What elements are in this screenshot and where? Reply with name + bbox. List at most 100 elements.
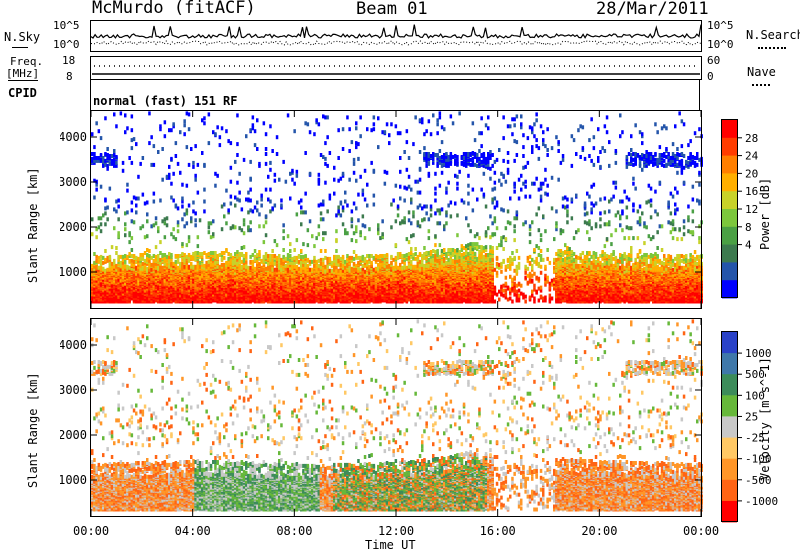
power-cell [135,142,138,147]
power-cell [176,206,180,211]
power-cell [93,260,96,265]
power-cell [229,278,233,283]
power-cell [220,126,224,131]
power-cell [245,134,248,139]
power-cell [119,111,123,116]
power-cell [150,255,153,260]
power-cell [115,199,118,204]
power-cell [152,223,156,228]
power-cell [121,260,125,265]
power-cell [137,196,140,201]
power-cell [286,113,290,118]
power-cell [135,255,138,260]
power-cell [260,265,263,270]
power-cell [198,282,202,287]
power-cell [300,205,303,210]
power-cell [355,225,358,230]
power-cell [93,158,96,163]
power-cell [295,238,299,243]
power-cell [97,216,101,221]
power-cell [297,200,301,205]
power-cell [212,130,215,135]
power-cell [146,256,149,261]
power-cell [218,284,222,289]
power-cell [172,261,175,266]
power-cell [209,251,213,255]
power-cell [352,267,356,272]
power-cell [126,188,129,193]
power-cell [311,234,314,239]
power-cell [297,266,301,271]
power-cell [249,208,252,213]
power-cell [249,159,252,164]
power-cell [341,171,345,176]
power-cell [315,118,318,123]
power-cell [350,224,354,229]
power-cell [319,153,323,157]
power-cell [152,284,156,289]
power-cell [203,187,206,192]
power-cell [269,267,272,272]
power-cell [205,253,208,257]
power-cell [124,130,127,135]
power-cell [339,276,343,281]
power-cell [249,176,252,181]
power-cell [225,248,228,252]
power-cell [247,225,250,230]
power-cell [95,121,98,126]
power-cell [91,290,94,295]
sky-tick-bottom: 10^0 [53,38,80,51]
power-cell [319,278,323,283]
power-cell [289,171,292,176]
power-cell [152,162,156,167]
power-cell [192,264,195,269]
power-cell [159,240,162,245]
power-cell [187,253,191,257]
power-cell [229,141,233,146]
power-cell [286,253,290,257]
power-heatmap [91,111,703,304]
power-cell [306,257,310,262]
power-cell [253,129,257,134]
power-cell [207,293,211,298]
power-cell [348,127,351,132]
power-cell [326,264,329,269]
sky-label-underline [12,47,28,48]
power-cell [198,260,202,265]
power-cell [317,266,321,271]
power-cell [234,225,237,230]
power-cell [174,265,178,270]
power-cell [291,168,294,173]
power-cell [337,209,340,214]
nave-label: Nave [747,65,776,79]
power-cell [335,259,338,264]
power-cell [192,160,195,165]
power-cell [104,152,107,156]
power-cell [135,210,138,215]
power-cell [328,268,332,273]
power-cell [273,261,277,266]
power-cell [236,197,239,202]
power-cell [128,258,131,263]
power-cell [304,210,307,215]
power-cell [187,112,191,117]
power-cell [308,281,312,286]
power-cell [284,266,288,271]
power-cell [99,153,103,157]
power-cell [289,257,292,262]
power-cell [214,132,217,137]
power-cell [218,253,222,257]
power-cell [130,254,134,258]
power-cell [337,178,340,183]
power-cell [304,121,307,126]
power-cell [341,127,345,132]
power-cell [187,235,191,240]
power-cell [315,236,318,241]
power-cell [245,259,248,264]
power-cell [278,177,281,182]
power-cell [350,217,354,222]
power-cell [152,280,156,285]
power-cell [179,261,182,266]
power-cell [297,259,301,264]
power-cell [104,268,107,273]
